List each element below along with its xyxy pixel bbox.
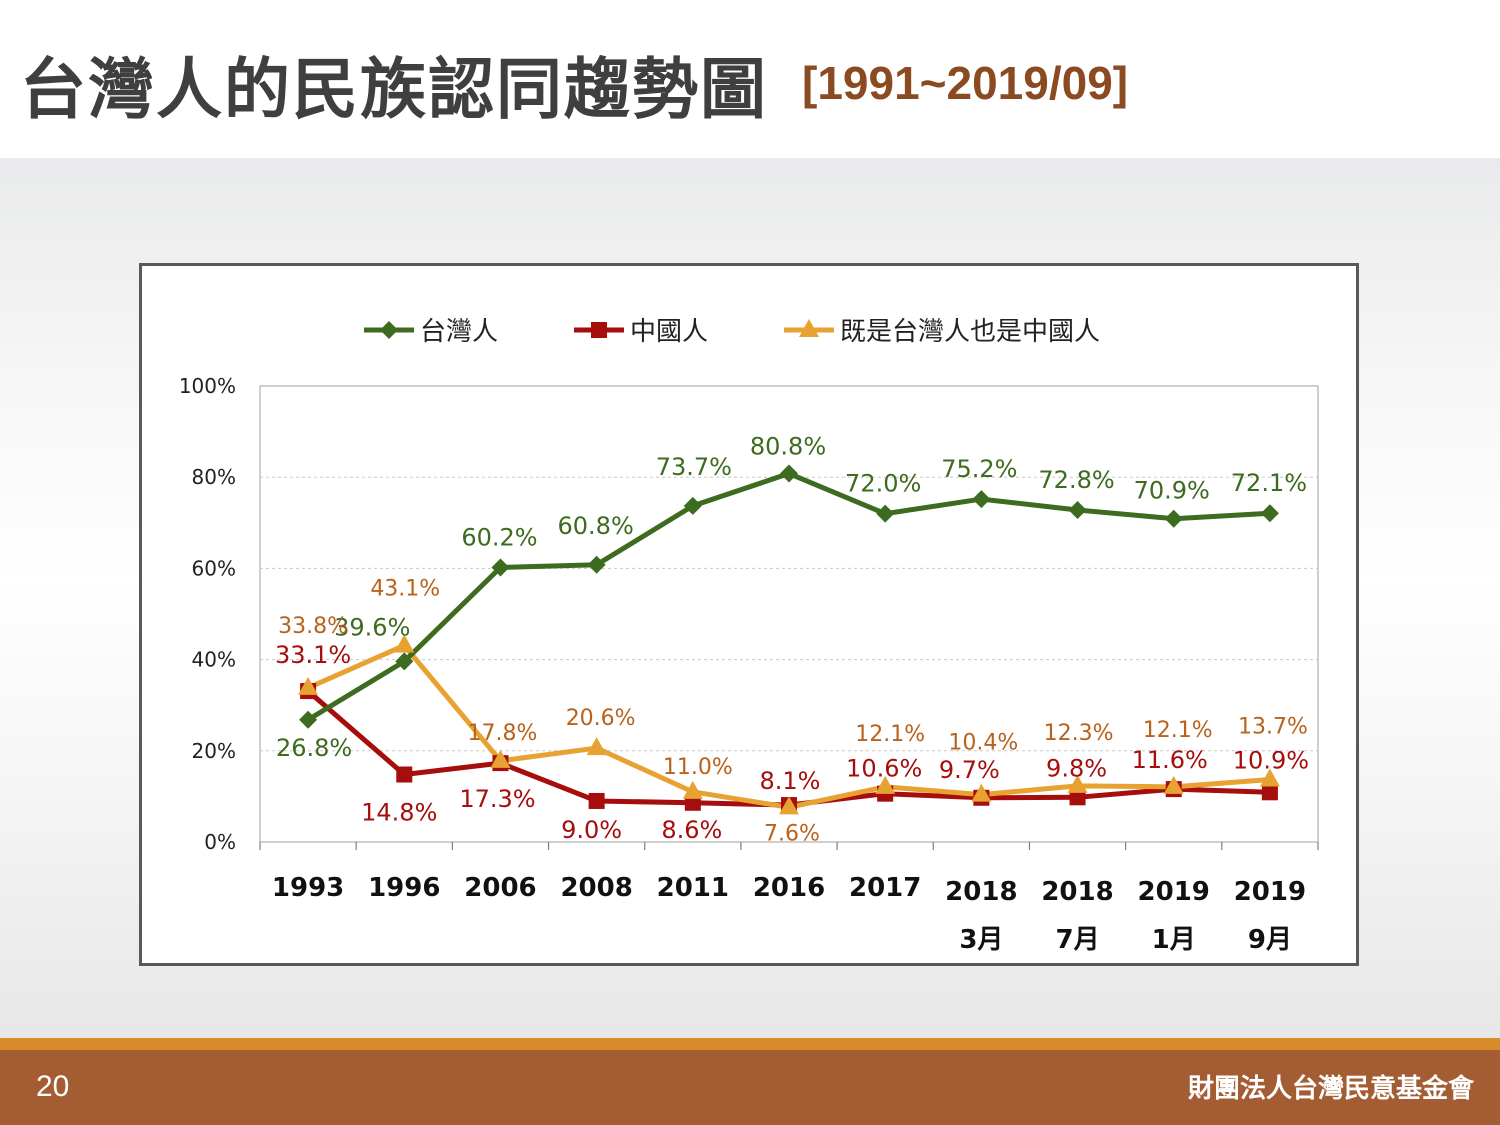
data-point [876,504,895,523]
legend-marker [591,322,607,338]
data-label: 72.1% [1231,469,1307,497]
data-point [1068,501,1087,520]
data-point [588,792,605,809]
series-line [306,471,1271,722]
data-point [1261,784,1278,801]
x-tick-label: 2011 [657,873,729,903]
data-label: 73.7% [656,453,732,481]
data-point [1259,768,1280,787]
data-point [395,652,414,671]
slide-title: 台灣人的民族認同趨勢圖 [20,51,768,128]
data-label: 8.6% [661,816,722,844]
data-point [1163,775,1184,794]
data-label: 11.0% [663,755,733,780]
data-point [586,737,607,756]
data-label: 43.1% [370,576,440,601]
legend-label: 既是台灣人也是中國人 [840,317,1100,347]
x-tick-label: 2006 [464,873,536,903]
x-tick-label: 2017 [849,873,921,903]
x-tick-label: 3月 [959,925,1003,955]
data-point [1069,789,1086,806]
title-bar: 台灣人的民族認同趨勢圖 [1991~2019/09] [0,0,1500,158]
data-label: 9.8% [1046,754,1107,782]
x-tick-label: 2019 [1234,877,1306,907]
y-tick-label: 40% [192,648,236,672]
data-label: 20.6% [566,706,636,731]
x-tick-label: 1月 [1152,925,1196,955]
legend-marker [380,321,398,339]
y-tick-label: 20% [192,739,236,763]
data-label: 70.9% [1134,477,1210,505]
data-label: 75.2% [941,455,1017,483]
data-label: 39.6% [334,613,410,641]
data-label: 26.8% [276,734,352,762]
y-tick-label: 100% [179,374,236,398]
data-label: 12.1% [1143,718,1213,743]
data-point [1164,509,1183,528]
data-point [490,749,511,768]
data-label: 9.0% [561,816,622,844]
x-tick-label: 1993 [272,873,344,903]
data-label: 17.3% [459,785,535,813]
data-label: 80.8% [750,433,826,461]
legend-label: 中國人 [630,317,708,347]
data-point [396,766,413,783]
page-number: 20 [36,1070,70,1103]
data-label: 33.1% [275,641,351,669]
data-label: 72.8% [1038,466,1114,494]
x-tick-label: 9月 [1248,925,1292,955]
data-point [875,775,896,794]
data-point [682,780,703,799]
x-tick-label: 1996 [368,873,440,903]
x-tick-label: 2019 [1138,877,1210,907]
data-label: 33.8% [278,614,348,639]
data-point [683,496,702,515]
data-point [299,710,318,729]
data-point [780,464,798,483]
data-label: 10.6% [846,755,922,783]
data-label: 12.3% [1044,721,1114,746]
data-point [1067,774,1088,793]
x-tick-label: 2008 [560,873,632,903]
y-tick-label: 60% [192,556,236,580]
data-point [779,796,799,815]
footer-bar [0,1050,1500,1125]
data-point [491,558,510,577]
x-tick-label: 2018 [1041,877,1113,907]
data-label: 9.7% [939,756,1000,784]
y-tick-label: 0% [204,830,236,854]
legend-label: 台灣人 [420,317,498,347]
data-label: 11.6% [1132,746,1208,774]
data-label: 14.8% [361,799,437,827]
data-label: 60.8% [558,512,634,540]
x-tick-label: 7月 [1055,925,1099,955]
data-label: 12.1% [855,722,925,747]
data-point [972,490,991,509]
plot-area-border [259,385,1319,843]
data-point [1260,504,1279,523]
data-point [394,634,415,653]
slide-subtitle: [1991~2019/09] [802,57,1129,109]
data-label: 17.8% [468,721,538,746]
legend-marker [799,319,819,337]
data-label: 7.6% [764,821,820,846]
data-point [298,676,319,695]
data-point [587,555,606,574]
data-label: 10.9% [1233,746,1309,774]
organization-name: 財團法人台灣民意基金會 [1187,1074,1474,1104]
data-point [971,783,992,802]
y-tick-label: 80% [192,465,236,489]
chart-frame: 0% 20% 40% 60% 80% 100% 1993 1996 2006 2008 2011 20… [139,263,1359,966]
x-tick-label: 2016 [753,873,825,903]
data-label: 60.2% [461,523,537,551]
data-label: 72.0% [845,470,921,498]
line-chart: 0% 20% 40% 60% 80% 100% 1993 1996 2006 2008 2011 20… [179,317,1319,955]
footer-stripe [0,1038,1500,1050]
data-label: 13.7% [1238,715,1308,740]
data-label: 8.1% [760,767,821,795]
data-label: 10.4% [948,731,1018,756]
x-tick-label: 2018 [945,877,1017,907]
